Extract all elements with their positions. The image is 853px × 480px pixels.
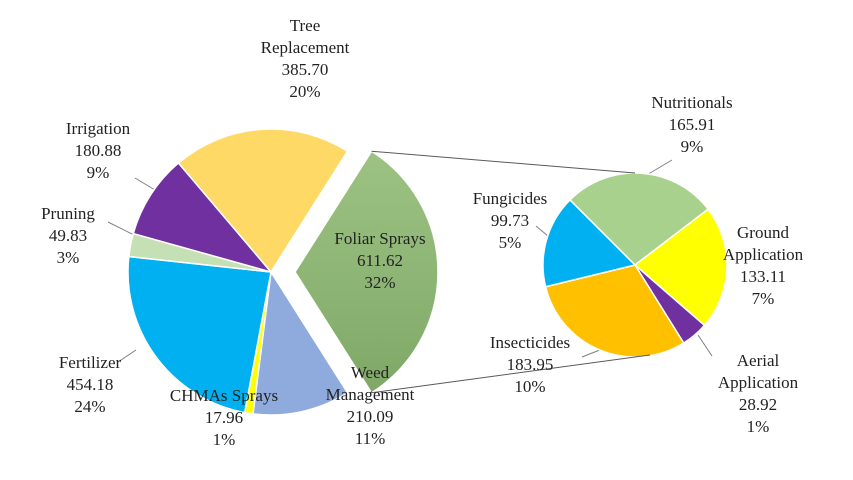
category-label: Foliar Sprays	[334, 229, 426, 248]
percent-label: 20%	[289, 82, 321, 101]
category-label: Pruning	[41, 204, 95, 223]
value-label: 180.88	[74, 141, 122, 160]
data-label: Tree Replacement 385.70 20%	[250, 15, 360, 103]
leader-line	[107, 221, 137, 237]
percent-label: 9%	[680, 137, 704, 156]
data-label: Fertilizer 454.18 24%	[40, 352, 140, 418]
category-label: Nutritionals	[651, 93, 733, 112]
pie-slice	[544, 264, 685, 358]
value-label: 165.91	[668, 115, 716, 134]
data-label: Pruning 49.83 3%	[28, 203, 108, 269]
value-label: 99.73	[490, 211, 530, 230]
category-label: Ground Application	[722, 223, 804, 264]
value-label: 210.09	[346, 407, 394, 426]
data-label: Ground Application 133.11 7%	[713, 222, 813, 310]
percent-label: 32%	[364, 273, 396, 292]
percent-label: 1%	[212, 430, 236, 449]
value-label: 611.62	[356, 251, 404, 270]
pie-slice	[542, 198, 637, 288]
pie-slice	[568, 172, 710, 266]
leader-line	[644, 159, 673, 177]
data-label: Fungicides 99.73 5%	[460, 188, 560, 254]
category-label: Weed Management	[325, 363, 415, 404]
percent-label: 11%	[354, 429, 386, 448]
value-label: 454.18	[66, 375, 114, 394]
category-label: Insecticides	[489, 333, 571, 352]
percent-label: 1%	[746, 417, 770, 436]
value-label: 385.70	[281, 60, 329, 79]
pie-slice	[127, 255, 272, 414]
category-label: Fungicides	[472, 189, 548, 208]
category-label: Irrigation	[65, 119, 131, 138]
percent-label: 10%	[514, 377, 546, 396]
pie-slice	[132, 161, 274, 274]
data-label: Foliar Sprays 611.62 32%	[320, 228, 440, 294]
percent-label: 3%	[56, 248, 80, 267]
pie-slice	[177, 128, 349, 274]
pie-slice	[633, 208, 728, 327]
data-label: CHMAs Sprays 17.96 1%	[144, 385, 304, 451]
value-label: 17.96	[204, 408, 244, 427]
pie-slice	[294, 150, 439, 394]
data-label: Weed Management 210.09 11%	[320, 362, 420, 450]
percent-label: 24%	[74, 397, 106, 416]
leader-lines	[107, 159, 713, 363]
data-label: Aerial Application 28.92 1%	[703, 350, 813, 438]
category-label: Tree Replacement	[260, 16, 350, 57]
leader-line	[117, 349, 137, 363]
leader-line	[134, 177, 156, 191]
data-label: Insecticides 183.95 10%	[470, 332, 590, 398]
value-label: 133.11	[739, 267, 787, 286]
percent-label: 5%	[498, 233, 522, 252]
pie-slice	[252, 269, 349, 416]
data-label: Nutritionals 165.91 9%	[632, 92, 752, 158]
category-label: Fertilizer	[58, 353, 122, 372]
leader-line	[535, 225, 549, 237]
connector-line	[371, 354, 651, 394]
category-label: CHMAs Sprays	[169, 386, 279, 405]
value-label: 183.95	[506, 355, 554, 374]
percent-label: 9%	[86, 163, 110, 182]
category-label: Aerial Application	[717, 351, 799, 392]
value-label: 49.83	[48, 226, 88, 245]
percent-label: 7%	[751, 289, 775, 308]
connector-line	[371, 150, 636, 174]
leader-line	[697, 334, 713, 357]
value-label: 28.92	[738, 395, 778, 414]
data-label: Irrigation 180.88 9%	[48, 118, 148, 184]
